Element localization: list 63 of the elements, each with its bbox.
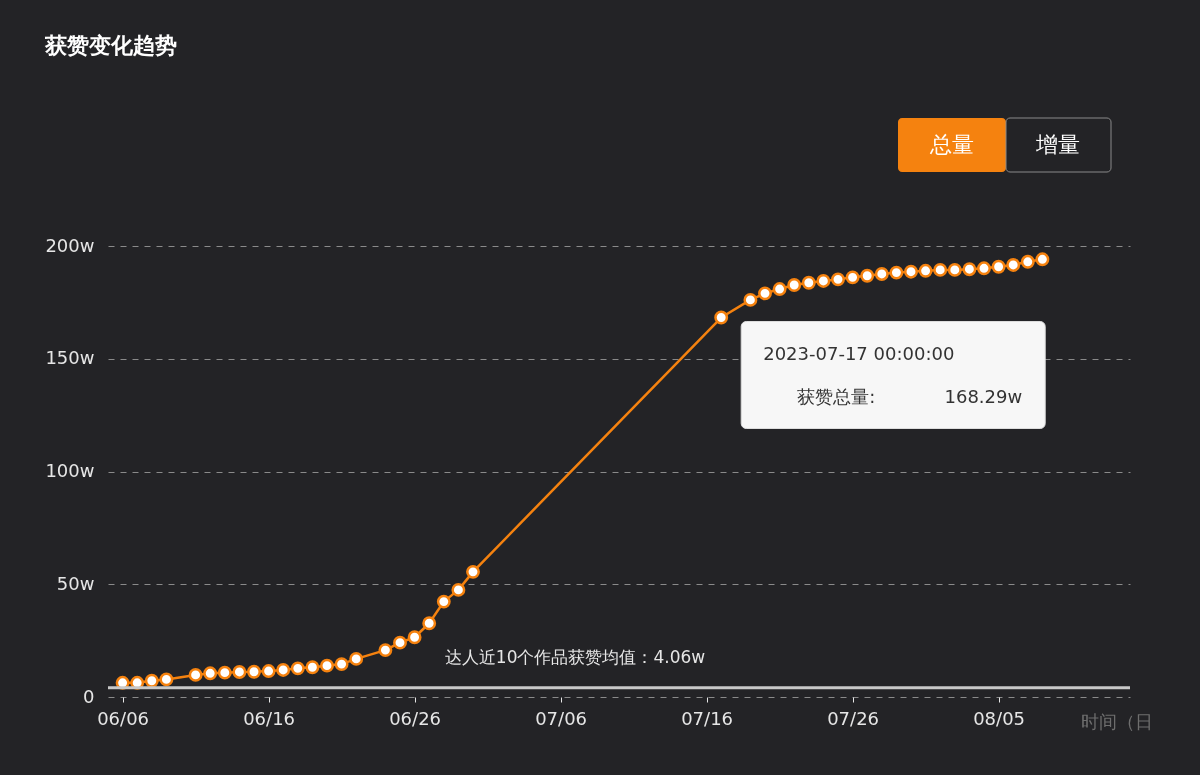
point — [466, 564, 480, 579]
point — [305, 660, 320, 675]
point — [772, 282, 787, 297]
y-tick-label: 200w — [45, 234, 95, 256]
point — [188, 667, 203, 682]
point — [451, 582, 466, 597]
x-axis-title: 时间（日 — [1080, 710, 1153, 732]
point — [232, 665, 247, 679]
point — [874, 267, 889, 281]
point — [393, 635, 407, 650]
point — [320, 658, 334, 673]
point — [217, 665, 232, 680]
point — [290, 661, 305, 676]
annotation: 获赞总量: — [797, 385, 876, 407]
point — [991, 259, 1006, 274]
ref-line-label: 达人近10个作品获赞均值：4.06w — [444, 646, 706, 667]
x-tick-label: 07/16 — [681, 707, 734, 729]
point — [801, 275, 816, 290]
y-tick-label: 50w — [56, 572, 95, 594]
point — [407, 630, 422, 645]
x-tick-label: 07/26 — [827, 707, 880, 729]
y-tick-label: 150w — [45, 347, 95, 369]
annotation: 168.29w — [944, 385, 1023, 407]
point — [977, 261, 991, 276]
y-tick-label: 100w — [45, 460, 95, 481]
x-tick-label: 06/06 — [97, 707, 150, 729]
point — [1035, 252, 1050, 267]
point — [904, 264, 918, 279]
point — [816, 274, 831, 288]
point — [436, 594, 451, 609]
point — [1006, 258, 1021, 272]
text: 增量 — [1035, 132, 1080, 157]
point — [203, 666, 218, 681]
annotation: 2023-07-17 00:00:00 — [763, 342, 955, 364]
point — [349, 651, 364, 666]
point — [378, 643, 393, 658]
chart-title: 获赞变化趋势 — [44, 33, 177, 58]
point — [787, 278, 802, 292]
point — [860, 268, 875, 283]
point — [159, 672, 174, 687]
point — [947, 262, 962, 277]
point — [144, 673, 159, 688]
point — [845, 270, 860, 285]
point — [276, 663, 291, 677]
x-tick-label: 06/16 — [243, 707, 296, 729]
point — [933, 262, 948, 277]
text: 总量 — [929, 132, 974, 157]
point — [714, 310, 729, 325]
x-tick-label: 07/06 — [535, 707, 588, 729]
y-tick-label: 0 — [83, 685, 95, 707]
point — [962, 262, 977, 277]
point — [889, 265, 904, 280]
point — [334, 657, 349, 672]
point — [422, 616, 437, 631]
point — [1020, 254, 1035, 269]
point — [758, 286, 772, 301]
point — [743, 292, 758, 307]
point — [831, 272, 845, 287]
x-tick-label: 06/26 — [389, 707, 442, 729]
point — [261, 664, 276, 679]
x-tick-label: 08/05 — [973, 707, 1026, 729]
point — [918, 263, 933, 278]
point — [247, 664, 261, 679]
